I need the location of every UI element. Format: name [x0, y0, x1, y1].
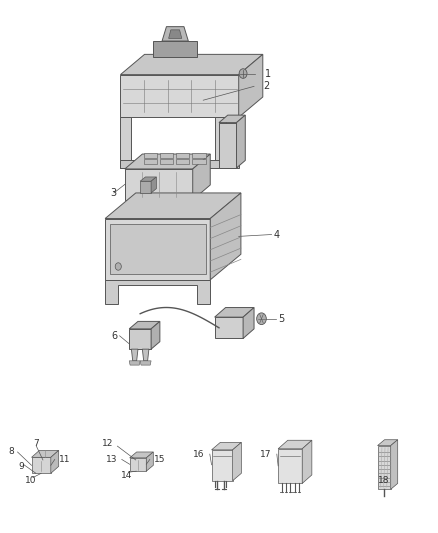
Polygon shape: [302, 440, 312, 483]
Polygon shape: [129, 329, 151, 349]
Polygon shape: [176, 153, 189, 158]
Text: 5: 5: [278, 314, 284, 324]
Text: 8: 8: [8, 448, 14, 456]
Polygon shape: [125, 154, 210, 169]
Polygon shape: [391, 440, 398, 489]
Text: 11: 11: [59, 455, 71, 464]
Polygon shape: [120, 160, 239, 168]
Polygon shape: [131, 349, 138, 361]
Polygon shape: [32, 450, 59, 457]
Polygon shape: [215, 317, 243, 338]
Polygon shape: [239, 54, 263, 117]
Text: 10: 10: [25, 477, 36, 485]
Polygon shape: [130, 452, 153, 458]
Text: 18: 18: [378, 477, 389, 485]
Polygon shape: [160, 153, 173, 158]
Polygon shape: [378, 446, 391, 489]
Polygon shape: [160, 159, 173, 165]
Polygon shape: [151, 321, 160, 349]
Polygon shape: [215, 117, 226, 168]
Polygon shape: [51, 450, 59, 473]
Polygon shape: [169, 30, 182, 38]
Text: 16: 16: [193, 450, 205, 458]
Circle shape: [239, 69, 247, 78]
Polygon shape: [215, 308, 254, 317]
Polygon shape: [32, 457, 51, 473]
Text: 13: 13: [106, 455, 117, 464]
Text: 4: 4: [274, 230, 280, 239]
Text: 15: 15: [154, 455, 166, 464]
Text: 14: 14: [121, 471, 133, 480]
Polygon shape: [233, 442, 241, 481]
Polygon shape: [176, 159, 189, 165]
Polygon shape: [110, 224, 206, 274]
Polygon shape: [140, 181, 151, 193]
Text: 9: 9: [18, 463, 24, 471]
Text: 17: 17: [260, 450, 272, 458]
Polygon shape: [129, 321, 160, 329]
Polygon shape: [146, 452, 153, 471]
Polygon shape: [120, 54, 263, 75]
Text: 6: 6: [111, 331, 117, 341]
Polygon shape: [153, 41, 197, 57]
Polygon shape: [144, 159, 157, 165]
Text: 1: 1: [265, 69, 271, 78]
Polygon shape: [105, 193, 241, 219]
Circle shape: [115, 263, 121, 270]
Polygon shape: [212, 450, 233, 481]
Polygon shape: [212, 442, 241, 450]
Circle shape: [257, 313, 266, 325]
Polygon shape: [192, 159, 205, 165]
Text: 7: 7: [33, 439, 39, 448]
Polygon shape: [192, 153, 205, 158]
Polygon shape: [162, 27, 188, 41]
Polygon shape: [193, 154, 210, 200]
Polygon shape: [129, 361, 140, 365]
Polygon shape: [219, 123, 237, 168]
Polygon shape: [120, 75, 239, 117]
Text: 3: 3: [110, 188, 116, 198]
Polygon shape: [243, 308, 254, 338]
Text: 12: 12: [102, 439, 113, 448]
Polygon shape: [378, 440, 398, 446]
Polygon shape: [151, 177, 156, 193]
Polygon shape: [144, 153, 157, 158]
Polygon shape: [219, 115, 245, 123]
Polygon shape: [130, 458, 146, 471]
Polygon shape: [140, 361, 151, 365]
Polygon shape: [278, 440, 312, 449]
Polygon shape: [105, 219, 210, 280]
Polygon shape: [210, 193, 241, 280]
Polygon shape: [125, 169, 193, 200]
Polygon shape: [142, 349, 149, 361]
Polygon shape: [237, 115, 245, 168]
Polygon shape: [120, 117, 131, 168]
Polygon shape: [140, 177, 156, 181]
Text: 2: 2: [263, 82, 269, 91]
Polygon shape: [105, 280, 210, 304]
Polygon shape: [278, 449, 302, 483]
